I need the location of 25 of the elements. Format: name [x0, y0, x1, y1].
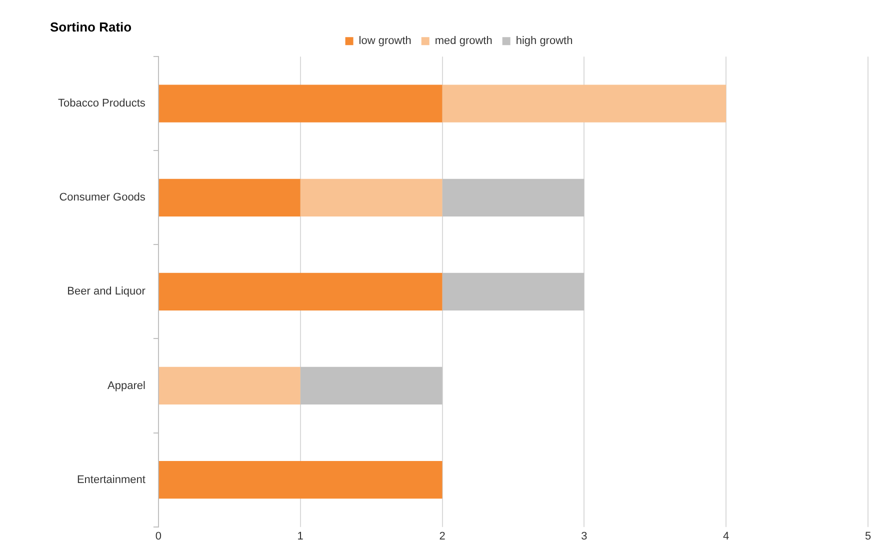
legend-label: high growth	[516, 35, 573, 48]
x-tick-label: 5	[864, 530, 872, 542]
legend-label: med growth	[434, 35, 492, 48]
y-tick-label: Entertainment	[76, 474, 146, 486]
y-tick-label: Beer and Liquor	[67, 286, 146, 298]
x-tick-label: 4	[723, 530, 730, 542]
bar	[158, 178, 300, 216]
x-tick-label: 2	[439, 530, 446, 542]
chart-title: Sortino Ratio	[50, 19, 132, 34]
bar	[300, 366, 442, 405]
y-tick-label: Apparel	[108, 380, 146, 392]
bar	[442, 178, 584, 216]
bar	[442, 84, 726, 122]
legend-label: low growth	[358, 35, 412, 48]
bar	[158, 272, 442, 311]
bar	[158, 84, 442, 122]
x-tick-label: 1	[297, 530, 304, 542]
bar	[442, 272, 584, 311]
bar	[158, 460, 442, 499]
x-tick-label: 0	[155, 530, 162, 542]
x-tick-label: 3	[581, 530, 588, 542]
bar	[158, 366, 300, 405]
y-tick-label: Tobacco Products	[58, 98, 146, 110]
y-tick-label: Consumer Goods	[59, 192, 146, 204]
bar	[300, 178, 442, 216]
